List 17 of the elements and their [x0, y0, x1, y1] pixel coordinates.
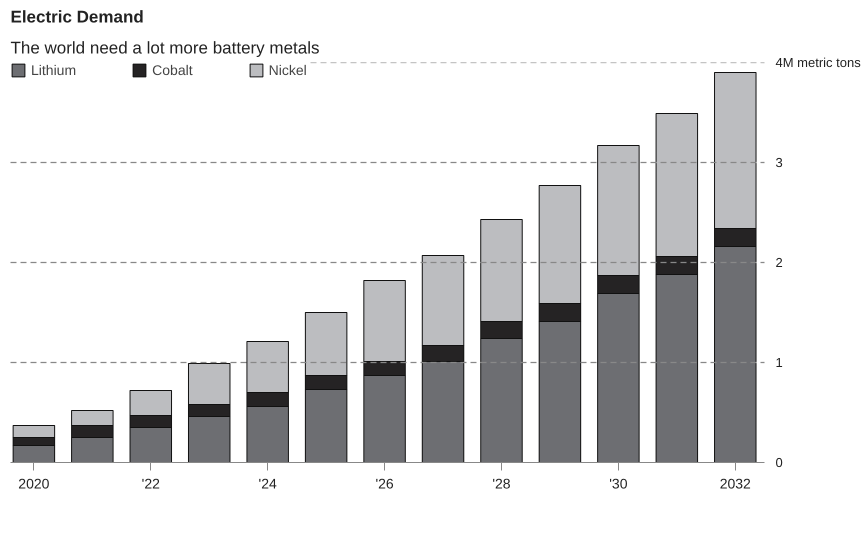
y-tick-label: 0	[776, 455, 783, 470]
x-tick-label: '22	[142, 476, 160, 492]
y-tick-label: 4M metric tons	[776, 55, 862, 70]
x-tick-label: '30	[609, 476, 628, 492]
legend-label: Cobalt	[152, 62, 193, 78]
x-tick-label: '28	[492, 476, 511, 492]
legend-label: Lithium	[31, 62, 76, 78]
x-tick-label: '26	[375, 476, 394, 492]
x-tick-label: '24	[258, 476, 278, 492]
y-tick-label: 3	[776, 155, 783, 170]
x-tick-label: 2020	[18, 476, 50, 492]
chart-subtitle: The world need a lot more battery metals	[10, 38, 320, 58]
y-tick-label: 2	[776, 255, 783, 270]
x-tick-label: 2032	[720, 476, 752, 492]
chart-title: Electric Demand	[10, 8, 144, 26]
legend-label: Nickel	[268, 62, 307, 78]
y-tick-label: 1	[776, 355, 783, 370]
